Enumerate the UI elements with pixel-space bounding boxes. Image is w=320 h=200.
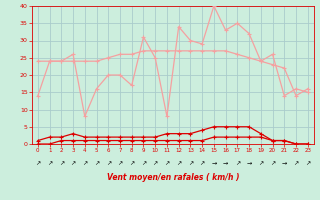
X-axis label: Vent moyen/en rafales ( km/h ): Vent moyen/en rafales ( km/h ) xyxy=(107,173,239,182)
